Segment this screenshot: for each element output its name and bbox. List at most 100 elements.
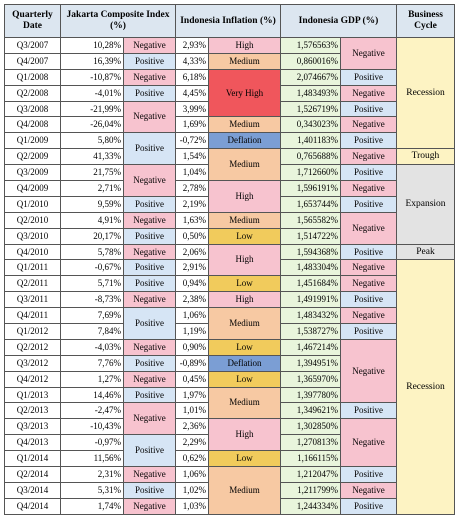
gdp-sign-cell: Positive <box>340 132 397 150</box>
jci-value-cell: 5,31% <box>60 481 124 499</box>
inflation-value-cell: 2,91% <box>175 259 209 277</box>
inflation-value-cell: -0,89% <box>175 354 209 372</box>
jci-value-cell: 14,46% <box>60 386 124 404</box>
gdp-value-cell: 1,526719% <box>280 100 341 118</box>
jci-sign-cell: Positive <box>123 275 176 293</box>
inflation-level-cell: Low <box>208 450 281 468</box>
business-cycle-cell: Recession <box>396 259 455 515</box>
inflation-value-cell: 1,06% <box>175 307 209 325</box>
jci-value-cell: 1,74% <box>60 497 124 515</box>
jci-value-cell: -2,47% <box>60 402 124 420</box>
gdp-value-cell: 1,451684% <box>280 275 341 293</box>
inflation-level-cell: Medium <box>208 116 281 134</box>
table-row: Q3/2014 5,31% Positive 1,02% 1,211799% Negati… <box>4 481 455 499</box>
jci-sign-cell: Negative <box>123 68 176 86</box>
jci-value-cell: 7,84% <box>60 323 124 340</box>
jci-sign-cell: Positive <box>123 354 176 372</box>
inflation-level-cell: Low <box>208 370 281 388</box>
jci-value-cell: 2,71% <box>60 180 124 197</box>
table-row: Q4/2010 5,78% Negative 2,06% High 1,594368% Po… <box>4 243 455 277</box>
gdp-sign-cell: Negative <box>340 418 397 468</box>
jci-sign-cell: Positive <box>123 386 176 404</box>
gdp-value-cell: 1,483304% <box>280 259 341 277</box>
gdp-sign-cell: Negative <box>340 116 397 134</box>
inflation-value-cell: 3,99% <box>175 100 209 118</box>
jci-sign-cell: Negative <box>123 211 176 229</box>
quarter-cell: Q1/2011 <box>4 259 61 277</box>
inflation-value-cell: 0,50% <box>175 227 209 245</box>
quarter-cell: Q3/2007 <box>4 37 61 54</box>
quarter-cell: Q3/2009 <box>4 164 61 182</box>
jci-value-cell: 5,71% <box>60 275 124 293</box>
inflation-value-cell: 2,29% <box>175 434 209 452</box>
quarter-cell: Q4/2010 <box>4 243 61 261</box>
table-row: Q3/2013 -10,43% 2,36% High 1,302850% Negative <box>4 418 455 468</box>
quarter-cell: Q4/2008 <box>4 116 61 134</box>
quarter-cell: Q1/2012 <box>4 323 61 340</box>
header-inflation: Indonesia Inflation (%) <box>175 4 281 38</box>
jci-sign-cell: Positive <box>123 259 176 277</box>
business-cycle-cell: Trough <box>396 148 455 166</box>
gdp-value-cell: 1,365970% <box>280 370 341 388</box>
gdp-sign-cell: Negative <box>340 84 397 102</box>
jci-sign-cell: Negative <box>123 402 176 436</box>
quarter-cell: Q2/2013 <box>4 402 61 420</box>
jci-value-cell: 20,17% <box>60 227 124 245</box>
header-row: Quarterly Date Jakarta Composite Index (… <box>4 4 455 38</box>
jci-value-cell: -10,43% <box>60 418 124 436</box>
jci-value-cell: 21,75% <box>60 164 124 182</box>
gdp-sign-cell: Negative <box>340 180 397 197</box>
jci-value-cell: 11,56% <box>60 450 124 468</box>
inflation-value-cell: 1,97% <box>175 386 209 404</box>
jci-value-cell: 5,80% <box>60 132 124 150</box>
jci-value-cell: 10,28% <box>60 37 124 54</box>
gdp-sign-cell: Negative <box>340 211 397 245</box>
quarter-cell: Q4/2014 <box>4 497 61 515</box>
inflation-value-cell: 2,19% <box>175 195 209 213</box>
gdp-value-cell: 1,712660% <box>280 164 341 182</box>
quarter-cell: Q4/2009 <box>4 180 61 197</box>
quarter-cell: Q2/2008 <box>4 84 61 102</box>
gdp-value-cell: 1,467214% <box>280 338 341 356</box>
jci-value-cell: -8,73% <box>60 291 124 309</box>
gdp-value-cell: 1,166115% <box>280 450 341 468</box>
business-cycle-cell: Peak <box>396 243 455 261</box>
jci-value-cell: -4,01% <box>60 84 124 102</box>
table-row: Q4/2013 -0,97% Positive 2,29% 1,270813% <box>4 434 455 468</box>
gdp-sign-cell: Positive <box>340 466 397 483</box>
inflation-value-cell: 0,62% <box>175 450 209 468</box>
jci-sign-cell: Negative <box>123 164 176 197</box>
inflation-value-cell: 1,54% <box>175 148 209 166</box>
gdp-sign-cell: Positive <box>340 497 397 515</box>
table-row: Q1/2010 9,59% Positive 2,19% 1,653744% Positi… <box>4 195 455 213</box>
jci-value-cell: 41,33% <box>60 148 124 166</box>
gdp-value-cell: 1,397780% <box>280 386 341 404</box>
table-row: Q3/2012 7,76% Positive -0,89% Deflation 1,394… <box>4 354 455 372</box>
quarter-cell: Q1/2010 <box>4 195 61 213</box>
gdp-value-cell: 1,483493% <box>280 84 341 102</box>
gdp-value-cell: 1,211799% <box>280 481 341 499</box>
quarter-cell: Q4/2011 <box>4 307 61 325</box>
gdp-sign-cell: Positive <box>340 291 397 309</box>
gdp-value-cell: 1,514722% <box>280 227 341 245</box>
table-row: Q4/2014 1,74% Negative 1,03% 1,244334% Positi… <box>4 497 455 515</box>
jci-value-cell: -21,99% <box>60 100 124 118</box>
gdp-sign-cell: Negative <box>340 481 397 499</box>
gdp-sign-cell: Positive <box>340 100 397 118</box>
jci-value-cell: 7,76% <box>60 354 124 372</box>
inflation-value-cell: 2,93% <box>175 37 209 54</box>
header-cycle: Business Cycle <box>396 4 455 38</box>
inflation-level-cell: High <box>208 418 281 452</box>
inflation-value-cell: 1,01% <box>175 402 209 420</box>
quarter-cell: Q1/2008 <box>4 68 61 86</box>
gdp-value-cell: 1,212047% <box>280 466 341 483</box>
gdp-sign-cell: Negative <box>340 37 397 70</box>
jci-sign-cell: Negative <box>123 466 176 483</box>
gdp-value-cell: 0,860016% <box>280 52 341 70</box>
inflation-value-cell: 1,63% <box>175 211 209 229</box>
quarter-cell: Q3/2011 <box>4 291 61 309</box>
quarter-cell: Q2/2011 <box>4 275 61 293</box>
table-row: Q1/2008 -10,87% Negative 6,18% Very High 2,07… <box>4 68 455 118</box>
jci-sign-cell: Negative <box>123 338 176 356</box>
table-row: Q2/2014 2,31% Negative 1,06% Medium 1,212047%… <box>4 466 455 515</box>
